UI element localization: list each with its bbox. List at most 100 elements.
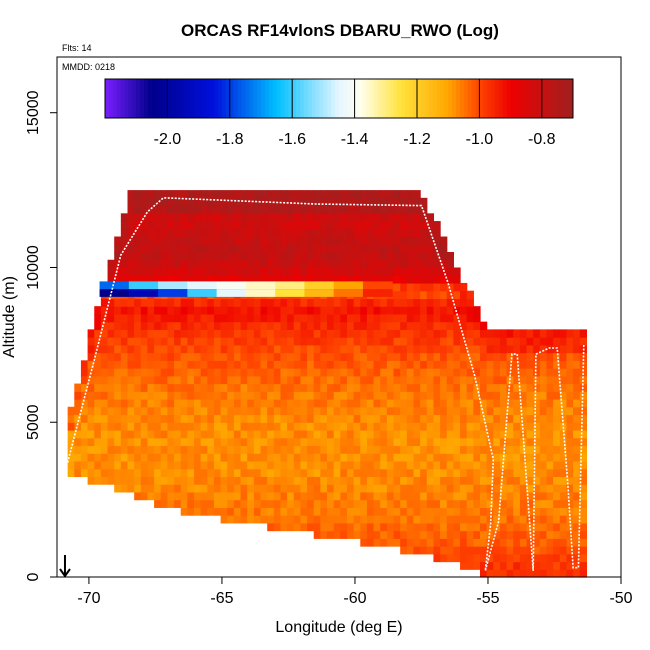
heatmap-cell <box>340 205 348 214</box>
heatmap-cell <box>533 352 541 361</box>
heatmap-cell <box>579 476 588 485</box>
heatmap-cell <box>247 228 255 238</box>
heatmap-cell <box>573 445 581 454</box>
heatmap-cell <box>453 453 461 462</box>
heatmap-cell <box>180 360 188 369</box>
heatmap-cell <box>400 476 408 485</box>
heatmap-cell <box>313 391 321 400</box>
heatmap-cell <box>300 275 308 284</box>
heatmap-cell <box>220 437 228 447</box>
heatmap-cell <box>267 337 275 346</box>
heatmap-cell <box>180 244 188 253</box>
heatmap-cell <box>519 484 528 493</box>
heatmap-cell <box>453 468 461 478</box>
heatmap-cell <box>340 236 348 245</box>
heatmap-cell <box>386 244 395 253</box>
heatmap-cell <box>486 360 494 369</box>
heatmap-cell <box>227 476 235 485</box>
heatmap-cell <box>386 375 395 385</box>
heatmap-cell <box>553 383 561 392</box>
heatmap-cell <box>200 236 208 245</box>
heatmap-cell <box>267 329 275 338</box>
heatmap-cell <box>147 406 155 416</box>
colorbar-swatch <box>206 79 211 118</box>
heatmap-cell <box>140 190 149 199</box>
heatmap-cell <box>240 515 248 524</box>
heatmap-cell <box>346 352 355 361</box>
heatmap-cell <box>300 321 308 330</box>
heatmap-cell <box>127 244 135 253</box>
x-tick-label: -70 <box>77 590 100 607</box>
heatmap-cell <box>300 244 308 253</box>
heatmap-cell <box>253 190 262 199</box>
heatmap-cell <box>460 360 468 369</box>
heatmap-cell <box>187 437 195 447</box>
heatmap-cell <box>340 329 348 338</box>
heatmap-cell <box>320 205 328 214</box>
heatmap-cell <box>333 414 341 423</box>
heatmap-cell <box>120 391 129 400</box>
heatmap-cell <box>67 414 75 423</box>
heatmap-cell <box>273 190 282 199</box>
heatmap-cell <box>134 221 142 230</box>
heatmap-cell <box>539 383 548 392</box>
heatmap-cell <box>174 406 182 416</box>
colorbar-swatch <box>370 79 375 118</box>
heatmap-cell <box>320 468 328 478</box>
heatmap-cell <box>94 368 102 377</box>
heatmap-cell <box>313 329 321 338</box>
heatmap-cell <box>293 244 302 253</box>
colorbar-swatch <box>393 79 398 118</box>
heatmap-cell <box>386 275 395 284</box>
heatmap-cell <box>167 298 175 307</box>
heatmap-cell <box>207 228 215 238</box>
heatmap-cell <box>333 476 341 485</box>
heatmap-cell <box>227 368 235 377</box>
heatmap-cell <box>227 205 235 214</box>
heatmap-cell <box>460 414 468 423</box>
heatmap-cell <box>247 491 255 501</box>
heatmap-cell <box>167 437 175 447</box>
heatmap-cell <box>466 383 474 392</box>
heatmap-cell <box>154 484 162 493</box>
colorbar-swatch <box>303 79 309 118</box>
heatmap-cell <box>420 360 428 369</box>
heatmap-cell <box>473 468 481 478</box>
heatmap-cell <box>120 321 129 330</box>
heatmap-cell <box>120 445 129 454</box>
colorbar-tick-label: -1.6 <box>278 131 306 148</box>
heatmap-cell <box>473 406 481 416</box>
heatmap-cell <box>213 213 222 222</box>
heatmap-cell <box>579 453 588 462</box>
heatmap-cell <box>293 406 302 416</box>
heatmap-cell <box>227 213 235 222</box>
heatmap-cell <box>180 368 188 377</box>
heatmap-cell <box>506 360 514 369</box>
heatmap-cell <box>107 453 115 462</box>
heatmap-cell <box>260 259 268 269</box>
heatmap-cell <box>293 213 302 222</box>
heatmap-cell <box>100 360 109 369</box>
heatmap-cell <box>513 453 521 462</box>
heatmap-cell <box>267 213 275 222</box>
heatmap-cell <box>267 399 275 408</box>
heatmap-cell <box>400 429 408 439</box>
heatmap-cell <box>154 445 162 454</box>
heatmap-cell <box>320 213 328 222</box>
heatmap-cell <box>499 352 508 361</box>
heatmap-cell <box>87 422 95 431</box>
heatmap-cell <box>120 414 129 423</box>
heatmap-cell <box>100 383 109 392</box>
heatmap-cell <box>160 321 168 330</box>
heatmap-cell <box>160 344 168 354</box>
heatmap-cell <box>533 491 541 501</box>
heatmap-cell <box>420 391 428 400</box>
heatmap-cell <box>413 352 421 361</box>
heatmap-cell <box>559 360 568 369</box>
heatmap-cell <box>420 538 428 547</box>
heatmap-cell <box>480 445 488 454</box>
heatmap-cell <box>360 228 368 238</box>
heatmap-cell <box>506 460 514 470</box>
heatmap-cell <box>386 468 395 478</box>
heatmap-cell <box>194 221 202 230</box>
